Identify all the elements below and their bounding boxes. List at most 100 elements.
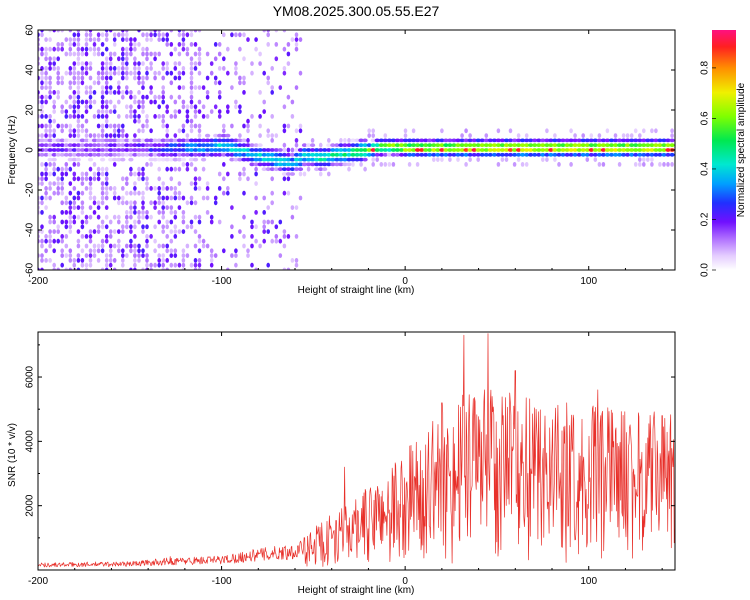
- spectrogram-cell: [108, 243, 113, 249]
- spectrogram-cell: [84, 70, 89, 76]
- spectrogram-cell: [201, 138, 207, 143]
- spectrogram-cell: [378, 148, 384, 152]
- spectrogram-cell: [185, 253, 190, 258]
- spectrogram-cell: [463, 148, 469, 152]
- spectrogram-cell: [298, 195, 303, 201]
- spectrogram-cell: [226, 109, 230, 114]
- spectrogram-cell: [197, 219, 202, 225]
- spectrogram-cell: [665, 152, 671, 157]
- spectrogram-cell: [48, 94, 52, 100]
- spectrogram-cell: [133, 181, 137, 187]
- spectrogram-cell: [181, 219, 186, 225]
- spectrogram-cell: [100, 190, 105, 196]
- spectrogram-cell: [180, 157, 186, 162]
- spectrogram-cell: [181, 195, 186, 201]
- spectrogram-cell: [665, 143, 671, 148]
- spectrogram-cell: [209, 143, 215, 148]
- spectrogram-cell: [161, 243, 165, 249]
- spectrogram-cell: [350, 148, 356, 152]
- spectrogram-cell: [177, 42, 182, 47]
- spectrogram-cell: [96, 248, 101, 254]
- spectrogram-cell: [390, 143, 396, 148]
- spectrogram-cell: [415, 162, 420, 167]
- spectrogram-cell: [185, 243, 190, 249]
- spectrogram-cell: [145, 234, 149, 239]
- spectrogram-cell: [596, 143, 603, 148]
- spectrogram-cell: [121, 195, 125, 201]
- spectrogram-cell: [382, 143, 388, 148]
- spectrogram-cell: [84, 176, 89, 182]
- spectrogram-cell: [161, 90, 165, 95]
- spectrogram-cell: [165, 128, 169, 134]
- spectrogram-cell: [104, 30, 109, 33]
- spectrogram-cell: [524, 148, 530, 152]
- spectrogram-cell: [205, 114, 210, 119]
- spectrogram-cell: [273, 157, 279, 162]
- spectrogram-cell: [350, 152, 356, 157]
- spectrogram-y-tick-label: 60: [25, 24, 36, 36]
- spectrogram-cell: [266, 80, 271, 86]
- spectrogram-cell: [141, 123, 145, 129]
- spectrogram-cell: [100, 181, 105, 187]
- spectrogram-cell: [40, 243, 44, 249]
- spectrogram-cell: [193, 262, 198, 268]
- spectrogram-cell: [205, 210, 210, 215]
- spectrogram-cell: [306, 148, 312, 152]
- spectrogram-cell: [306, 162, 312, 167]
- spectrogram-cell: [161, 181, 165, 187]
- spectrogram-cell: [128, 143, 134, 148]
- spectrogram-cell: [209, 262, 214, 268]
- spectrogram-cell: [650, 157, 654, 163]
- spectrogram-cell: [84, 262, 89, 268]
- spectrogram-cell: [222, 162, 226, 167]
- spectrogram-cell: [88, 229, 93, 235]
- spectrogram-cell: [104, 267, 109, 270]
- spectrogram-cell: [242, 32, 246, 38]
- spectrogram-cell: [44, 166, 48, 172]
- spectrogram-cell: [161, 32, 165, 38]
- spectrogram-cell: [464, 128, 468, 134]
- spectrogram-cell: [197, 258, 202, 263]
- snr-x-tick-label: 100: [580, 576, 597, 587]
- spectrogram-cell: [290, 114, 295, 119]
- spectrogram-cell: [137, 80, 141, 86]
- spectrogram-cell: [96, 152, 102, 157]
- spectrogram-cell: [51, 143, 57, 148]
- spectrogram-cell: [39, 138, 45, 143]
- spectrogram-cell: [44, 171, 48, 177]
- spectrogram-cell: [60, 248, 64, 254]
- spectrogram-cell: [172, 138, 178, 143]
- spectrogram-cell: [242, 234, 246, 239]
- spectrogram-cell: [371, 162, 376, 167]
- spectrogram-cell: [137, 214, 141, 220]
- spectrogram-cell: [265, 148, 271, 152]
- spectrogram-cell: [88, 238, 93, 244]
- spectrogram-cell: [293, 157, 300, 162]
- spectrogram-cell: [60, 234, 64, 239]
- spectrogram-cell: [613, 133, 618, 139]
- spectrogram-cell: [44, 123, 48, 129]
- spectrogram-cell: [76, 104, 81, 110]
- spectrogram-cell: [495, 152, 501, 157]
- spectrogram-cell: [92, 42, 97, 47]
- spectrogram-cell: [52, 56, 56, 62]
- spectrogram-cell: [132, 152, 138, 157]
- spectrogram-cell: [140, 148, 146, 152]
- spectrogram-cell: [161, 253, 165, 258]
- spectrogram-cell: [197, 262, 202, 268]
- spectrogram-cell: [121, 258, 125, 263]
- spectrogram-cell: [665, 148, 671, 152]
- spectrogram-cell: [108, 90, 113, 95]
- spectrogram-cell: [40, 114, 44, 119]
- spectrogram-cell: [193, 214, 198, 220]
- spectrogram-cell: [112, 243, 117, 249]
- spectrogram-cell: [125, 70, 129, 76]
- spectrogram-cell: [237, 148, 243, 152]
- spectrogram-cell: [258, 123, 262, 129]
- spectrogram-cell: [552, 148, 558, 152]
- spectrogram-cell: [117, 99, 121, 105]
- spectrogram-cell: [511, 138, 518, 143]
- spectrogram-cell: [221, 148, 227, 152]
- spectrogram-cell: [125, 253, 129, 258]
- spectrogram-cell: [326, 152, 332, 157]
